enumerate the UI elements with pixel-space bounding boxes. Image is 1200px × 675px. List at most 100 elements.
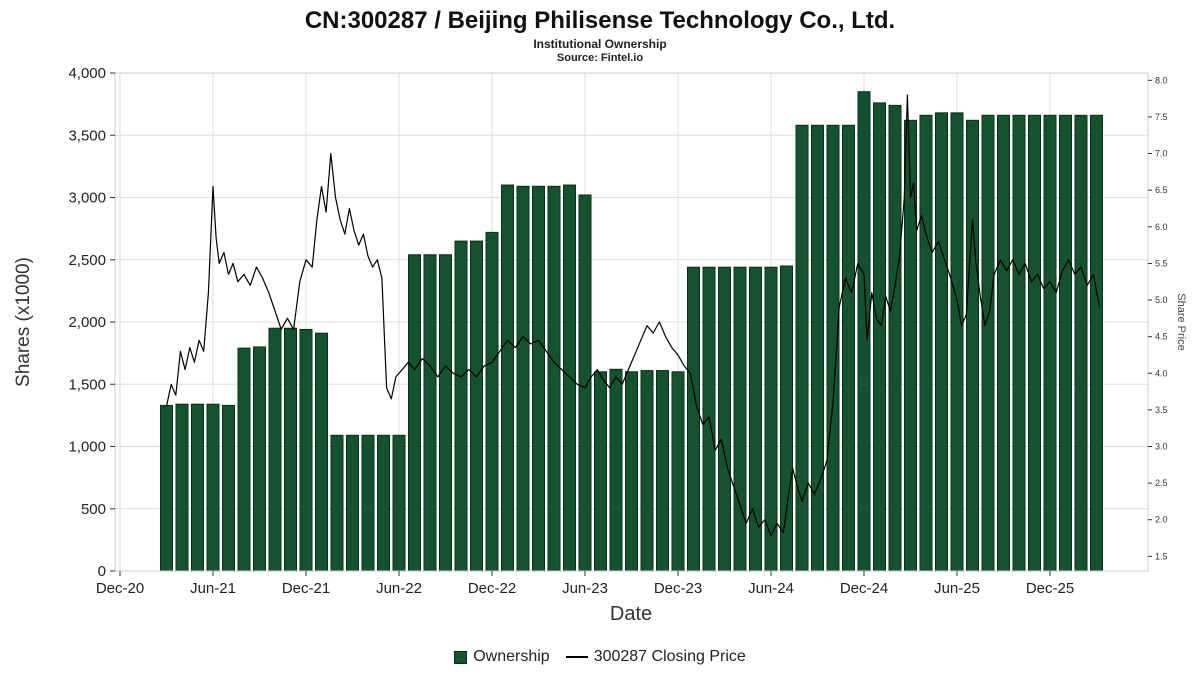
ownership-bar bbox=[842, 124, 855, 572]
ownership-bar bbox=[1090, 114, 1103, 572]
x-axis-label: Date bbox=[609, 603, 653, 625]
y-left-tick-label: 2,500 bbox=[68, 252, 106, 269]
y-right-tick-label: 1.5 bbox=[1155, 551, 1168, 561]
ownership-bar bbox=[501, 184, 514, 572]
ownership-bar bbox=[733, 266, 747, 572]
chart-legend: Ownership 300287 Closing Price bbox=[0, 648, 1200, 666]
y-left-tick-label: 500 bbox=[81, 501, 106, 518]
ownership-bar bbox=[1043, 114, 1057, 572]
y-right-tick-label: 5.0 bbox=[1155, 295, 1168, 305]
y-right-tick-label: 2.0 bbox=[1155, 515, 1168, 525]
ownership-bar bbox=[718, 266, 731, 572]
y-right-tick-label: 7.0 bbox=[1155, 149, 1168, 159]
y-left-tick-label: 1,500 bbox=[68, 376, 106, 393]
ownership-bar bbox=[377, 434, 390, 572]
closing-price-line bbox=[165, 94, 1101, 537]
ownership-bar bbox=[811, 124, 824, 572]
legend-label-closing-price: 300287 Closing Price bbox=[593, 648, 746, 665]
y-axis-label-left: Shares (x1000) bbox=[13, 257, 34, 387]
ownership-bar bbox=[516, 185, 530, 572]
x-tick-label: Dec-20 bbox=[96, 580, 144, 597]
ownership-bar bbox=[1059, 114, 1072, 572]
y-right-tick-label: 8.0 bbox=[1155, 75, 1168, 85]
chart-source: Source: Fintel.io bbox=[556, 52, 644, 64]
ownership-bar bbox=[950, 112, 964, 572]
x-tick-label: Dec-24 bbox=[840, 580, 888, 597]
x-tick-label: Dec-23 bbox=[654, 580, 702, 597]
ownership-bar bbox=[299, 328, 313, 572]
y-right-tick-label: 4.5 bbox=[1155, 332, 1168, 342]
y-right-tick-label: 2.5 bbox=[1155, 478, 1168, 488]
ownership-bar bbox=[687, 266, 700, 572]
x-tick-label: Dec-22 bbox=[468, 580, 516, 597]
y-axis-label-right: Share Price bbox=[1175, 293, 1187, 351]
ownership-bar bbox=[532, 185, 545, 572]
y-right-tick-label: 3.5 bbox=[1155, 405, 1168, 415]
ownership-bar bbox=[237, 347, 251, 572]
x-tick-label: Jun-23 bbox=[562, 580, 608, 597]
ownership-bar bbox=[888, 104, 902, 572]
ownership-bar bbox=[935, 112, 948, 572]
ownership-bar bbox=[981, 114, 995, 572]
ownership-bar bbox=[268, 327, 282, 572]
ownership-bar bbox=[795, 124, 809, 572]
ownership-bar bbox=[625, 371, 638, 572]
y-right-tick-label: 3.0 bbox=[1155, 442, 1168, 452]
ownership-bar bbox=[919, 114, 933, 572]
x-tick-label: Jun-25 bbox=[934, 580, 980, 597]
ownership-bar bbox=[780, 265, 793, 572]
y-right-tick-label: 4.0 bbox=[1155, 368, 1168, 378]
ownership-bar bbox=[1028, 114, 1041, 572]
y-right-tick-label: 6.0 bbox=[1155, 222, 1168, 232]
y-left-tick-label: 4,000 bbox=[68, 65, 106, 82]
ownership-bar bbox=[470, 240, 483, 572]
ownership-bar bbox=[485, 231, 499, 572]
ownership-bar bbox=[454, 240, 468, 572]
chart-subtitle: Institutional Ownership bbox=[533, 37, 667, 51]
ownership-bar bbox=[408, 254, 421, 572]
ownership-bar bbox=[191, 403, 204, 572]
ownership-bar bbox=[656, 370, 669, 572]
y-right-tick-label: 6.5 bbox=[1155, 185, 1168, 195]
ownership-bar bbox=[826, 124, 840, 572]
ownership-bar bbox=[1012, 114, 1026, 572]
ownership-bar bbox=[609, 368, 623, 572]
chart-title: CN:300287 / Beijing Philisense Technolog… bbox=[304, 7, 896, 34]
ownership-bar bbox=[439, 254, 452, 572]
ownership-bar bbox=[330, 434, 344, 572]
ownership-bar bbox=[671, 371, 685, 572]
ownership-bars bbox=[160, 91, 1103, 572]
ownership-bar bbox=[160, 404, 173, 572]
ownership-bar bbox=[578, 194, 592, 572]
ownership-bar bbox=[392, 434, 406, 572]
y-left-tick-label: 3,000 bbox=[68, 190, 106, 207]
ownership-bar bbox=[253, 346, 266, 572]
price-line-symbol-icon bbox=[565, 656, 588, 658]
ownership-bar bbox=[547, 185, 561, 572]
ownership-bar bbox=[873, 102, 886, 572]
ownership-bar bbox=[315, 332, 328, 572]
legend-item-ownership: Ownership bbox=[454, 648, 550, 666]
x-tick-label: Jun-24 bbox=[748, 580, 794, 597]
ownership-bar bbox=[206, 403, 220, 572]
y-right-tick-label: 7.5 bbox=[1155, 112, 1168, 122]
ownership-bar bbox=[640, 370, 654, 572]
x-tick-label: Dec-25 bbox=[1026, 580, 1074, 597]
ownership-bar bbox=[1074, 114, 1088, 572]
x-tick-label: Dec-21 bbox=[282, 580, 330, 597]
ownership-bar bbox=[423, 254, 437, 572]
legend-label-ownership: Ownership bbox=[473, 648, 550, 665]
ownership-bar bbox=[361, 434, 375, 572]
x-tick-label: Jun-22 bbox=[376, 580, 422, 597]
legend-item-closing-price: 300287 Closing Price bbox=[565, 648, 746, 666]
y-right-tick-label: 5.5 bbox=[1155, 258, 1168, 268]
ownership-bar bbox=[346, 434, 359, 572]
ownership-bar bbox=[997, 114, 1010, 572]
ownership-bar bbox=[222, 404, 235, 572]
x-tick-label: Jun-21 bbox=[190, 580, 236, 597]
y-left-tick-label: 1,000 bbox=[68, 439, 106, 456]
ownership-bar bbox=[966, 119, 979, 572]
y-left-tick-label: 2,000 bbox=[68, 314, 106, 331]
